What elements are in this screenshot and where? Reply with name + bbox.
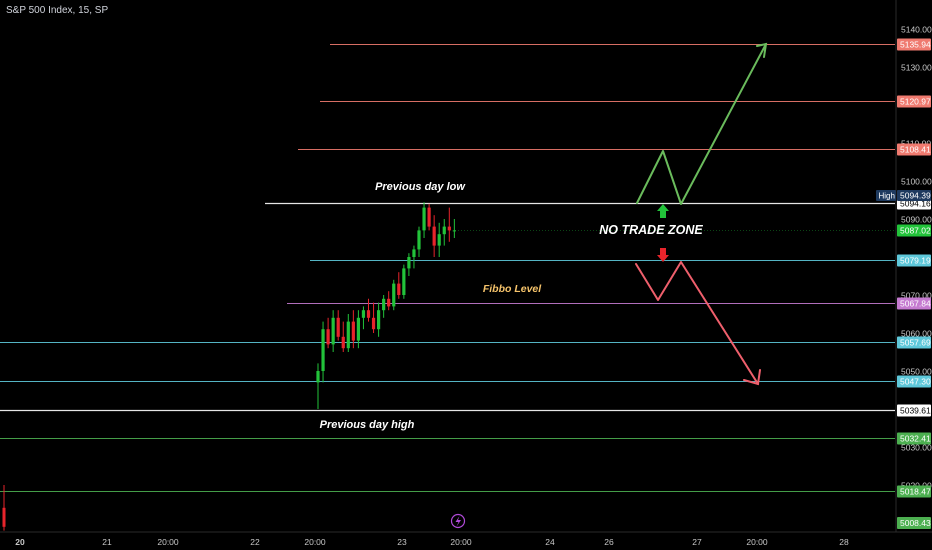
up-arrow-icon (657, 204, 669, 218)
x-tick-label: 22 (250, 537, 260, 547)
x-tick-label: 20:00 (304, 537, 326, 547)
high-price-label: 5094.39 (900, 191, 931, 201)
current-price-label: 5087.02 (900, 226, 931, 236)
bullish-arrowhead (756, 42, 768, 58)
candle-body (371, 317, 376, 330)
high-price-tag (897, 190, 931, 201)
symbol-title: S&P 500 Index, 15, SP (6, 5, 109, 16)
candle-body (356, 317, 360, 341)
candle-body (432, 226, 436, 246)
level-price-label: 5032.41 (900, 434, 931, 444)
x-tick-label: 24 (545, 537, 555, 547)
level-price-tag (897, 375, 931, 388)
candle-body (326, 329, 330, 345)
x-tick-label: 28 (839, 537, 849, 547)
y-tick-label: 5130.00 (901, 63, 932, 73)
high-tag-label: High (879, 192, 895, 201)
level-price-label: 5094.16 (900, 199, 931, 209)
x-tick-label: 20:00 (450, 537, 472, 547)
chart-annotation: Fibbo Level (483, 283, 542, 295)
level-price-label: 5135.94 (900, 40, 931, 50)
candle-body (437, 234, 441, 246)
level-price-tag (897, 297, 931, 310)
level-price-tag (897, 517, 931, 529)
candle-body (331, 317, 335, 345)
y-tick-label: 5090.00 (901, 215, 932, 225)
candle-body (417, 230, 421, 250)
level-price-label: 5039.61 (900, 406, 931, 416)
event-icon[interactable] (450, 513, 466, 529)
chart-annotation: Previous day high (320, 419, 415, 431)
level-price-tag (897, 485, 931, 498)
y-tick-label: 5030.00 (901, 443, 932, 453)
level-price-label: 5120.97 (900, 97, 931, 107)
level-price-label: 5057.69 (900, 338, 931, 348)
x-tick-label: 20:00 (157, 537, 179, 547)
current-price-tag (897, 224, 931, 237)
chart-annotation: NO TRADE ZONE (599, 223, 703, 237)
x-tick-label: 20 (15, 537, 25, 547)
level-price-tag (897, 143, 931, 156)
candle-body (351, 321, 355, 341)
level-price-label: 5067.84 (900, 299, 931, 309)
candle-body (316, 371, 320, 383)
level-price-label: 5008.43 (900, 518, 931, 528)
level-price-tag (897, 38, 931, 51)
y-tick-label: 5060.00 (901, 329, 932, 339)
chart-annotation: Previous day low (375, 181, 466, 193)
level-price-tag (897, 254, 931, 267)
y-tick-label: 5100.00 (901, 177, 932, 187)
candle-body (422, 207, 426, 231)
y-tick-label: 5070.00 (901, 291, 932, 301)
candle-body (321, 329, 325, 371)
level-price-label: 5108.41 (900, 145, 931, 155)
candle-body (392, 283, 396, 307)
level-price-label: 5047.30 (900, 377, 931, 387)
candle-body (442, 226, 446, 235)
candle-body (407, 257, 411, 269)
y-tick-label: 5050.00 (901, 367, 932, 377)
y-tick-label: 5140.00 (901, 25, 932, 35)
candle-body (336, 317, 340, 337)
down-arrow-icon (657, 248, 669, 262)
candle-body (361, 310, 366, 318)
candle-body (452, 230, 456, 232)
level-price-tag (897, 95, 931, 108)
level-price-label: 5079.19 (900, 256, 931, 266)
lightning-icon (455, 516, 461, 527)
x-tick-label: 21 (102, 537, 112, 547)
x-tick-label: 26 (604, 537, 614, 547)
edge-candle-body (2, 507, 6, 527)
level-price-tag (897, 336, 931, 349)
x-tick-label: 23 (397, 537, 407, 547)
level-price-tag (897, 404, 931, 417)
high-tag (876, 190, 896, 201)
candle-body (387, 298, 391, 307)
candle-body (346, 321, 350, 349)
x-tick-label: 27 (692, 537, 702, 547)
candle-body (382, 298, 386, 311)
bearish-arrowhead (743, 369, 761, 386)
candle-body (377, 310, 381, 330)
x-tick-label: 20:00 (746, 537, 768, 547)
candle-body (427, 207, 431, 227)
bearish-projection-path (635, 261, 759, 385)
candle-body (341, 336, 345, 349)
level-price-label: 5018.47 (900, 487, 931, 497)
candle-body (412, 249, 416, 257)
candle-body (397, 283, 401, 295)
level-price-tag (897, 432, 931, 445)
bullish-projection-path (636, 43, 767, 205)
candle-body (447, 226, 451, 231)
candle-body (366, 310, 371, 318)
candle-body (402, 268, 406, 295)
